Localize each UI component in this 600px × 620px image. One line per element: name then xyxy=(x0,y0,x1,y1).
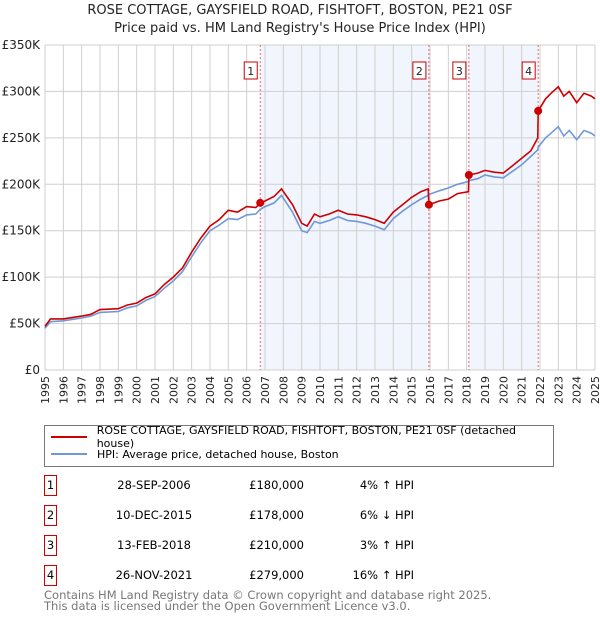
footer-line: This data is licensed under the Open Gov… xyxy=(44,599,411,613)
x-tick-label: 2019 xyxy=(479,376,492,404)
sale-date: 13-FEB-2018 xyxy=(117,538,191,552)
legend-label: ROSE COTTAGE, GAYSFIELD ROAD, FISHTOFT, … xyxy=(96,424,516,450)
sale-point xyxy=(424,200,433,209)
x-tick-label: 2011 xyxy=(332,376,345,404)
y-tick-label: £200K xyxy=(2,177,42,191)
x-tick-label: 2021 xyxy=(516,376,529,404)
hpi-comparison: 6% ↓ HPI xyxy=(359,508,414,522)
x-tick-label: 1997 xyxy=(76,376,89,404)
legend-label: HPI: Average price, detached house, Bost… xyxy=(97,447,339,461)
footer: Contains HM Land Registry data © Crown c… xyxy=(44,588,492,613)
legend-swatch-red xyxy=(51,436,87,438)
x-tick-label: 2000 xyxy=(131,376,144,404)
sale-marker-label: 2 xyxy=(416,65,423,78)
sale-marker-box xyxy=(452,61,467,80)
x-tick-label: 2005 xyxy=(222,376,235,404)
x-tick-label: 2015 xyxy=(406,376,419,404)
x-tick-label: 2003 xyxy=(186,376,199,404)
sale-marker-box xyxy=(243,61,258,80)
x-tick-label: 1995 xyxy=(39,376,52,404)
transaction-row: 2 10-DEC-2015 £178,000 6% ↓ HPI xyxy=(44,505,600,527)
sale-date: 10-DEC-2015 xyxy=(115,508,193,522)
x-tick-label: 2006 xyxy=(241,376,254,404)
transaction-row: 4 26-NOV-2021 £279,000 16% ↑ HPI xyxy=(44,565,600,587)
x-tick-label: 2017 xyxy=(442,376,455,404)
chart-subtitle: Price paid vs. HM Land Registry's House … xyxy=(114,21,486,36)
sale-price: £178,000 xyxy=(249,508,304,522)
sale-price: £210,000 xyxy=(249,538,304,552)
x-tick-label: 1999 xyxy=(112,376,125,404)
sale-number-badge: 1 xyxy=(44,475,57,496)
x-tick-label: 2024 xyxy=(571,376,584,404)
x-tick-label: 2023 xyxy=(552,376,565,404)
chart-title: ROSE COTTAGE, GAYSFIELD ROAD, FISHTOFT, … xyxy=(87,3,513,18)
sale-date: 28-SEP-2006 xyxy=(117,478,191,492)
y-tick-label: £350K xyxy=(2,38,42,52)
x-tick-label: 2008 xyxy=(277,376,290,404)
sale-marker-label: 1 xyxy=(247,65,254,78)
x-tick-label: 2001 xyxy=(149,376,162,404)
x-tick-label: 2007 xyxy=(259,376,272,404)
x-tick-label: 2018 xyxy=(461,376,474,404)
x-tick-label: 2012 xyxy=(351,376,364,404)
sale-number-badge: 4 xyxy=(44,565,57,586)
legend-item-property: ROSE COTTAGE, GAYSFIELD ROAD, FISHTOFT, … xyxy=(51,424,553,450)
y-tick-label: £100K xyxy=(2,270,42,284)
legend-item-hpi: HPI: Average price, detached house, Bost… xyxy=(51,446,339,462)
x-tick-label: 2013 xyxy=(369,376,382,404)
y-tick-label: £300K xyxy=(2,84,42,98)
x-tick-label: 2010 xyxy=(314,376,327,404)
sale-marker-box xyxy=(412,61,427,80)
y-tick-label: £50K xyxy=(9,317,41,331)
hpi-series-line xyxy=(44,125,596,329)
price-chart: 1995 1996 1997 1998 1999 2000 2001 2002 2003 2004… xyxy=(2,38,600,404)
x-tick-label: 2022 xyxy=(534,376,547,404)
x-tick-label: 1998 xyxy=(94,376,107,404)
sale-marker-label: 3 xyxy=(456,65,463,78)
y-tick-label: £250K xyxy=(2,131,42,145)
x-tick-label: 2014 xyxy=(387,376,400,404)
hpi-comparison: 3% ↑ HPI xyxy=(359,538,414,552)
transaction-row: 1 28-SEP-2006 £180,000 4% ↑ HPI xyxy=(44,475,600,497)
legend-swatch-blue xyxy=(51,453,87,455)
x-tick-label: 2025 xyxy=(589,376,600,404)
x-tick-label: 2004 xyxy=(204,376,217,404)
sale-number-badge: 2 xyxy=(44,505,57,526)
hpi-comparison: 4% ↑ HPI xyxy=(359,478,414,492)
shaded-period xyxy=(260,45,429,370)
sale-date: 26-NOV-2021 xyxy=(115,568,193,582)
footer-line: Contains HM Land Registry data © Crown c… xyxy=(44,588,492,602)
sale-marker-box xyxy=(521,61,536,80)
y-tick-label: £150K xyxy=(2,224,42,238)
x-tick-label: 2020 xyxy=(497,376,510,404)
legend: ROSE COTTAGE, GAYSFIELD ROAD, FISHTOFT, … xyxy=(44,424,554,467)
sale-price: £180,000 xyxy=(249,478,304,492)
hpi-comparison: 16% ↑ HPI xyxy=(352,568,414,582)
sale-number-badge: 3 xyxy=(44,535,57,556)
x-tick-label: 2002 xyxy=(167,376,180,404)
y-tick-label: £0 xyxy=(25,363,40,377)
x-tick-label: 2016 xyxy=(424,376,437,404)
sale-point xyxy=(464,171,473,179)
x-tick-label: 1996 xyxy=(57,376,70,404)
transaction-row: 3 13-FEB-2018 £210,000 3% ↑ HPI xyxy=(44,535,600,557)
sale-point xyxy=(534,106,543,115)
sale-marker-label: 4 xyxy=(525,65,532,78)
sale-price: £279,000 xyxy=(249,568,304,582)
sale-point xyxy=(256,198,265,207)
property-series-line xyxy=(44,85,596,327)
x-tick-label: 2009 xyxy=(296,376,309,404)
